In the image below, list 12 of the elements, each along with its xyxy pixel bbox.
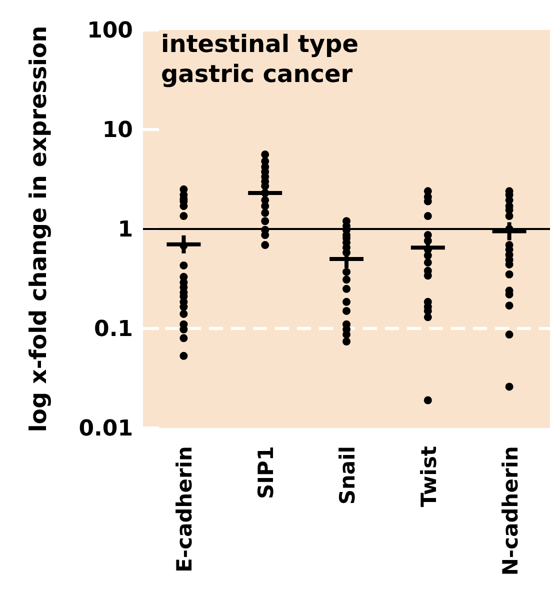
text: intestinal type gastric cancer: [161, 30, 358, 88]
y-tick-label: 100: [87, 18, 133, 44]
y-tick-label: 0.01: [78, 416, 133, 442]
y-tick-label: 10: [102, 118, 133, 144]
y-tick-label: 0.1: [94, 317, 133, 342]
x-tick-label: E-cadherin: [172, 446, 197, 572]
x-tick-label: Snail: [336, 446, 360, 505]
x-tick-label: Twist: [416, 446, 441, 508]
y-axis-title: log x-fold change in expression: [26, 26, 52, 432]
y-tick-label: 1: [118, 218, 133, 243]
x-tick-label: N-cadherin: [498, 446, 522, 576]
x-tick-label: SIP1: [254, 446, 278, 499]
